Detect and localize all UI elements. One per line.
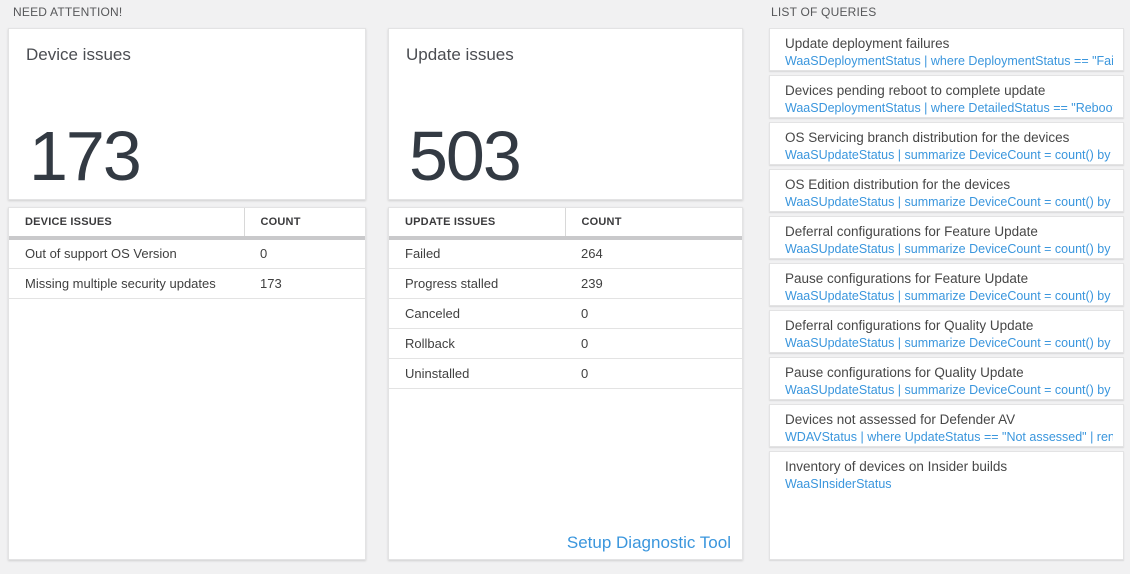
table-row[interactable]: Uninstalled 0 (389, 358, 742, 389)
query-text: WaaSUpdateStatus | summarize DeviceCount… (785, 148, 1113, 162)
column-header: COUNT (565, 208, 742, 240)
query-text: WaaSUpdateStatus | summarize DeviceCount… (785, 336, 1113, 350)
table-cell: 173 (244, 268, 365, 299)
table-cell: 239 (565, 268, 742, 299)
query-title: Pause configurations for Quality Update (785, 365, 1024, 380)
query-title: Deferral configurations for Feature Upda… (785, 224, 1038, 239)
query-text: WaaSUpdateStatus | summarize DeviceCount… (785, 195, 1113, 209)
table-row[interactable]: Progress stalled 239 (389, 268, 742, 299)
column-header: COUNT (244, 208, 365, 240)
update-issues-title: Update issues (406, 45, 514, 64)
table-cell: Uninstalled (389, 358, 565, 389)
query-title: Devices not assessed for Defender AV (785, 412, 1016, 427)
query-item[interactable]: Pause configurations for Feature Update W… (769, 263, 1124, 306)
table-cell: 264 (565, 238, 742, 269)
query-text: WaaSDeploymentStatus | where DetailedSta… (785, 101, 1113, 115)
query-text: WaaSInsiderStatus (785, 477, 892, 491)
query-item[interactable]: Update deployment failures WaaSDeployment… (769, 28, 1124, 71)
device-issues-tile[interactable]: Device issues 173 (8, 28, 366, 200)
query-item[interactable]: Devices not assessed for Defender AV WDAV… (769, 404, 1124, 447)
table-cell: 0 (244, 238, 365, 269)
query-text: WDAVStatus | where UpdateStatus == "Not … (785, 430, 1113, 444)
query-item[interactable]: Deferral configurations for Feature Upda… (769, 216, 1124, 259)
column-header: UPDATE ISSUES (389, 208, 566, 240)
table-cell: Canceled (389, 298, 565, 329)
update-issues-table: UPDATE ISSUES COUNT Failed 264 Progress sta… (389, 208, 742, 389)
table-row[interactable]: Rollback 0 (389, 328, 742, 359)
device-issues-table-tile: DEVICE ISSUES COUNT Out of support OS Ver… (8, 207, 366, 560)
update-issues-tile[interactable]: Update issues 503 (388, 28, 743, 200)
query-title: Deferral configurations for Quality Upda… (785, 318, 1034, 333)
setup-diagnostic-tool-link[interactable]: Setup Diagnostic Tool (566, 533, 731, 552)
table-cell: 0 (565, 328, 742, 359)
table-cell: Out of support OS Version (9, 238, 244, 269)
query-item[interactable]: OS Edition distribution for the devices W… (769, 169, 1124, 212)
query-title: Inventory of devices on Insider builds (785, 459, 1008, 474)
query-text: WaaSUpdateStatus | summarize DeviceCount… (785, 383, 1113, 397)
section-label-need-attention: NEED ATTENTION! (13, 5, 123, 19)
query-item[interactable]: Inventory of devices on Insider builds Wa… (769, 451, 1124, 560)
query-title: Update deployment failures (785, 36, 950, 51)
update-issues-table-tile: UPDATE ISSUES COUNT Failed 264 Progress sta… (388, 207, 743, 560)
table-cell: 0 (565, 358, 742, 389)
query-title: OS Servicing branch distribution for the… (785, 130, 1070, 145)
table-header-row: DEVICE ISSUES COUNT (9, 208, 365, 240)
query-title: Pause configurations for Feature Update (785, 271, 1029, 286)
query-text: WaaSDeploymentStatus | where DeploymentS… (785, 54, 1113, 68)
table-cell: Missing multiple security updates (9, 268, 244, 299)
device-issues-table: DEVICE ISSUES COUNT Out of support OS Ver… (9, 208, 365, 299)
table-cell: Failed (389, 238, 565, 269)
column-header: DEVICE ISSUES (9, 208, 245, 240)
query-item[interactable]: Devices pending reboot to complete updat… (769, 75, 1124, 118)
table-row[interactable]: Out of support OS Version 0 (9, 238, 365, 269)
table-header-row: UPDATE ISSUES COUNT (389, 208, 742, 240)
table-row[interactable]: Missing multiple security updates 173 (9, 268, 365, 299)
update-issues-count: 503 (409, 117, 522, 195)
query-list: Update deployment failures WaaSDeployment… (769, 28, 1124, 560)
table-row[interactable]: Failed 264 (389, 238, 742, 269)
query-text: WaaSUpdateStatus | summarize DeviceCount… (785, 289, 1113, 303)
table-cell: Progress stalled (389, 268, 565, 299)
table-cell: Rollback (389, 328, 565, 359)
query-item[interactable]: Deferral configurations for Quality Upda… (769, 310, 1124, 353)
query-item[interactable]: OS Servicing branch distribution for the… (769, 122, 1124, 165)
device-issues-title: Device issues (26, 45, 131, 64)
table-cell: 0 (565, 298, 742, 329)
query-item[interactable]: Pause configurations for Quality Update W… (769, 357, 1124, 400)
query-title: OS Edition distribution for the devices (785, 177, 1011, 192)
section-label-list-of-queries: LIST OF QUERIES (771, 5, 877, 19)
table-row[interactable]: Canceled 0 (389, 298, 742, 329)
query-text: WaaSUpdateStatus | summarize DeviceCount… (785, 242, 1113, 256)
device-issues-count: 173 (29, 117, 142, 195)
query-title: Devices pending reboot to complete updat… (785, 83, 1046, 98)
